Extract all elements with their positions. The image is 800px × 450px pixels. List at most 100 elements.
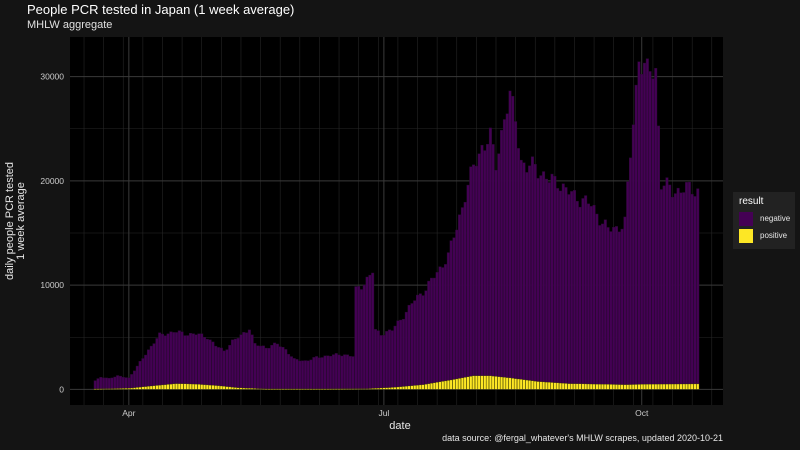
- bar-negative: [390, 330, 394, 388]
- bar-positive: [298, 388, 302, 390]
- bar-positive: [581, 383, 585, 390]
- bar-positive: [505, 377, 509, 390]
- bar-positive: [486, 375, 489, 390]
- bar-negative: [267, 348, 271, 390]
- bar-positive: [508, 377, 512, 390]
- bar-positive: [483, 375, 487, 390]
- bar-negative: [326, 355, 330, 390]
- bar-negative: [104, 377, 108, 389]
- bar-positive: [382, 387, 386, 390]
- bar-negative: [331, 354, 335, 390]
- bar-negative: [519, 159, 523, 380]
- bar-negative: [214, 345, 218, 386]
- bar-negative: [418, 293, 422, 386]
- bar-positive: [256, 388, 260, 390]
- bar-negative: [643, 62, 646, 385]
- bar-positive: [301, 388, 305, 390]
- bar-positive: [337, 388, 341, 390]
- bar-negative: [469, 166, 473, 377]
- bar-positive: [340, 388, 344, 390]
- bar-positive: [163, 384, 167, 390]
- bar-positive: [376, 388, 380, 390]
- bar-negative: [452, 237, 456, 380]
- bar-positive: [124, 388, 128, 390]
- bar-negative: [96, 378, 100, 390]
- y-axis-label-line: 1 week average: [15, 182, 27, 260]
- bar-negative: [474, 165, 478, 377]
- bar-positive: [191, 383, 195, 390]
- bar-positive: [589, 383, 593, 390]
- bar-negative: [183, 335, 187, 385]
- bar-positive: [306, 388, 310, 390]
- bar-positive: [141, 386, 145, 390]
- bar-positive: [435, 382, 439, 390]
- bar-negative: [147, 349, 150, 387]
- bar-negative: [371, 272, 375, 389]
- bar-positive: [231, 387, 234, 390]
- bar-positive: [410, 385, 414, 390]
- bar-positive: [393, 387, 397, 390]
- bar-positive: [645, 384, 649, 390]
- bar-positive: [657, 383, 660, 390]
- y-tick-label: 30000: [40, 72, 64, 82]
- bar-positive: [205, 384, 209, 390]
- bar-negative: [685, 182, 689, 385]
- bar-positive: [474, 375, 478, 390]
- bar-negative: [345, 354, 349, 390]
- bar-positive: [631, 384, 635, 390]
- bar-positive: [421, 384, 425, 390]
- bar-positive: [531, 380, 534, 390]
- bar-positive: [550, 382, 554, 390]
- bar-negative: [340, 355, 344, 390]
- negative-bars: [93, 58, 700, 390]
- bar-negative: [598, 225, 602, 385]
- bar-positive: [138, 387, 142, 390]
- bar-negative: [690, 193, 694, 385]
- bar-positive: [601, 384, 604, 390]
- bar-positive: [284, 388, 288, 390]
- bar-positive: [533, 381, 537, 390]
- bar-positive: [155, 385, 159, 390]
- bar-positive: [194, 384, 198, 390]
- bar-positive: [242, 387, 246, 390]
- bar-positive: [211, 385, 215, 390]
- bar-negative: [505, 113, 509, 378]
- bar-negative: [603, 219, 607, 385]
- bar-positive: [438, 381, 442, 390]
- bar-negative: [584, 195, 588, 385]
- bar-negative: [259, 345, 263, 389]
- bar-negative: [135, 365, 139, 388]
- bar-positive: [318, 388, 321, 390]
- bar-positive: [511, 378, 515, 390]
- bar-negative: [194, 334, 198, 385]
- bar-negative: [334, 353, 338, 390]
- bar-positive: [222, 386, 226, 390]
- bar-negative: [595, 213, 599, 385]
- bar-negative: [93, 380, 97, 390]
- bar-positive: [502, 377, 506, 390]
- bar-positive: [446, 380, 450, 390]
- bar-negative: [612, 227, 616, 385]
- bar-negative: [219, 347, 223, 387]
- bar-negative: [458, 214, 462, 379]
- bar-positive: [449, 379, 453, 390]
- bar-positive: [253, 388, 257, 390]
- bar-negative: [542, 171, 546, 383]
- bar-positive: [133, 387, 136, 390]
- bar-negative: [217, 347, 220, 386]
- bar-positive: [354, 388, 358, 390]
- bar-negative: [141, 358, 145, 388]
- bar-positive: [673, 383, 677, 390]
- bar-positive: [430, 383, 433, 390]
- bar-negative: [696, 188, 700, 385]
- bar-positive: [491, 375, 495, 390]
- bar-negative: [399, 319, 403, 387]
- bar-positive: [662, 383, 666, 390]
- bar-negative: [205, 339, 209, 386]
- bar-negative: [564, 187, 568, 384]
- bar-positive: [469, 376, 473, 390]
- bar-positive: [186, 383, 190, 390]
- bar-negative: [558, 190, 562, 384]
- bar-negative: [362, 284, 366, 389]
- bar-positive: [539, 381, 543, 390]
